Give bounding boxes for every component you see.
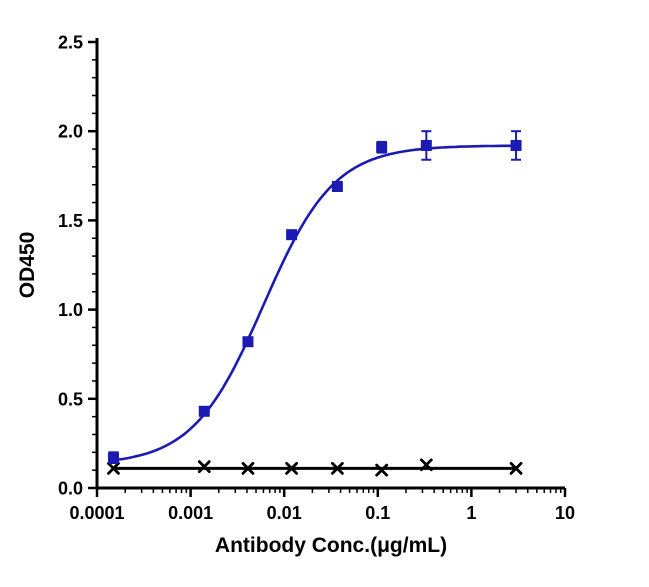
plot-area [107, 130, 523, 477]
series-control [107, 458, 523, 477]
square-marker [242, 336, 254, 348]
x-marker [509, 461, 523, 475]
x-tick-label: 0.1 [365, 503, 390, 523]
y-tick-label: 1.5 [58, 211, 83, 231]
square-marker [198, 405, 210, 417]
x-tick-label: 10 [555, 503, 575, 523]
square-marker [286, 229, 298, 241]
y-tick-label: 1.0 [58, 300, 83, 320]
y-axis-label: OD450 [16, 232, 39, 299]
square-marker [107, 452, 119, 464]
x-tick-label: 0.001 [168, 503, 213, 523]
x-tick-label: 1 [466, 503, 476, 523]
square-marker [510, 139, 522, 151]
x-axis-label: Antibody Conc.(μg/mL) [215, 534, 447, 557]
x-marker [285, 461, 299, 475]
x-tick-label: 0.01 [267, 503, 302, 523]
x-tick-label: 0.0001 [69, 503, 124, 523]
series-antibody [107, 130, 522, 465]
y-tick-label: 2.0 [58, 122, 83, 142]
x-marker [197, 460, 211, 473]
x-marker [419, 458, 433, 472]
y-tick-label: 2.5 [58, 33, 83, 53]
axes: 0.0001 0.001 0.01 0.1 1 10 0.0 0.5 1.0 1.5 2.0 2.5 [58, 33, 575, 524]
y-tick-label: 0.5 [58, 389, 83, 409]
x-marker [330, 461, 344, 475]
square-marker [376, 141, 388, 153]
y-tick-label: 0.0 [58, 479, 83, 499]
x-marker [375, 463, 389, 477]
x-marker [107, 461, 120, 475]
x-marker [241, 461, 255, 475]
square-marker [420, 139, 432, 151]
square-marker [331, 181, 343, 193]
fit-curve [113, 144, 517, 462]
